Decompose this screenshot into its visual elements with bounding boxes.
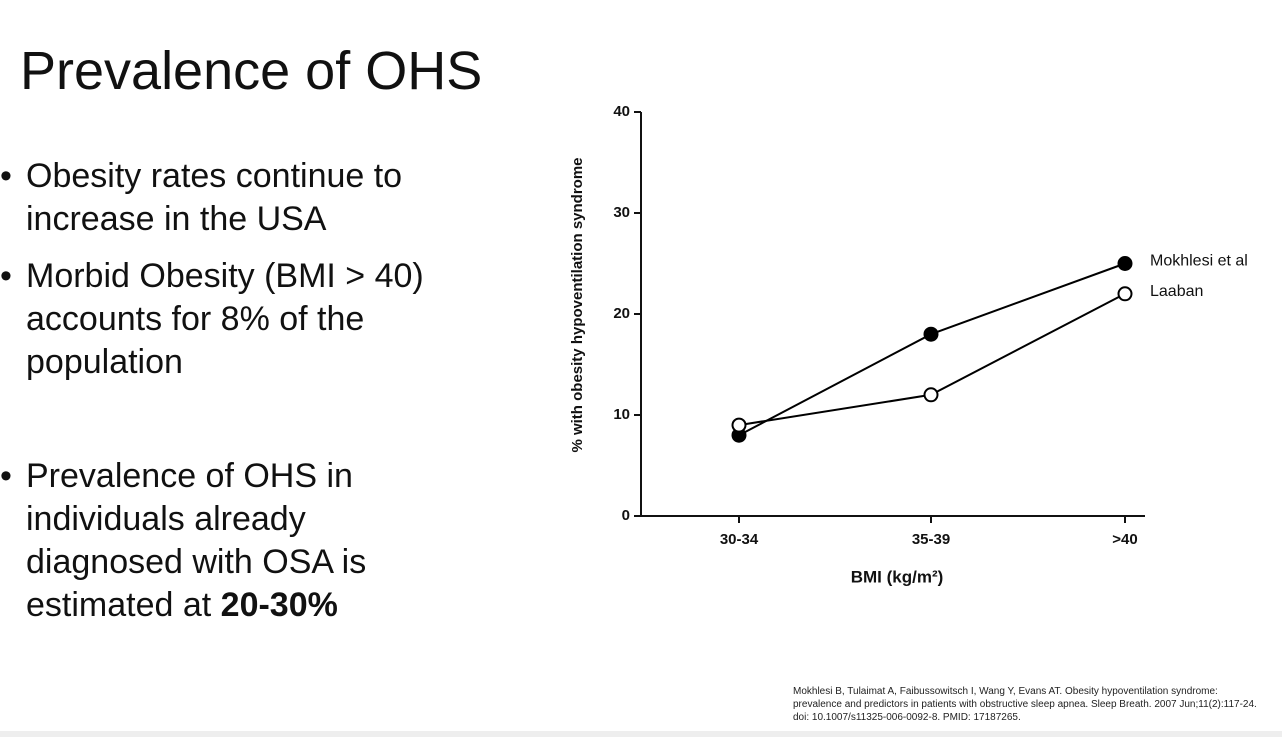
y-tick-label: 0 (622, 507, 630, 524)
data-point (923, 387, 939, 403)
y-tick-label: 10 (613, 406, 630, 423)
series-line (738, 262, 1126, 437)
y-tick-label: 20 (613, 305, 630, 322)
data-point (731, 417, 747, 433)
bottom-strip (0, 731, 1282, 737)
data-point (1117, 286, 1133, 302)
data-point (1117, 256, 1133, 271)
x-tick-label: >40 (1112, 531, 1137, 548)
bullet: Morbid Obesity (BMI > 40) accounts for 8… (0, 255, 471, 384)
citation: Mokhlesi B, Tulaimat A, Faibussowitsch I… (793, 686, 1257, 723)
bullet-emphasis: 20-30% (220, 586, 338, 624)
slide-title: Prevalence of OHS (20, 41, 483, 101)
x-tick-label: 35-39 (912, 531, 950, 548)
x-tick-label: 30-34 (720, 531, 759, 548)
y-tick-label: 30 (613, 204, 630, 221)
y-tick-label: 40 (613, 103, 630, 120)
bullet: Obesity rates continue to increase in th… (0, 155, 471, 241)
bullet: Prevalence of OHS in individuals already… (0, 455, 471, 627)
bullet-text: Prevalence of OHS in individuals already… (26, 457, 367, 624)
data-point (923, 326, 939, 342)
y-axis-label: % with obesity hypoventilation syndrome (569, 157, 586, 452)
legend-label: Mokhlesi et al (1150, 253, 1248, 270)
x-axis-label: BMI (kg/m²) (851, 567, 944, 586)
legend-label: Laaban (1150, 283, 1203, 300)
